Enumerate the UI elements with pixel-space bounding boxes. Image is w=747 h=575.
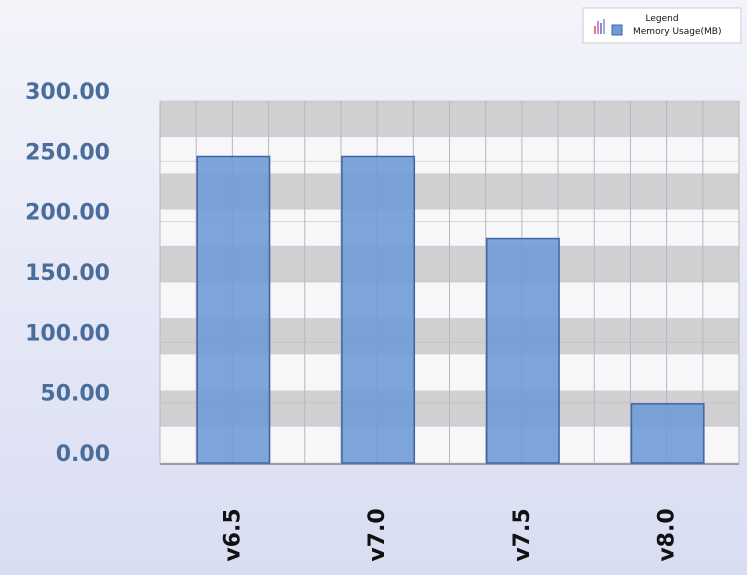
- x-tick-label: v8.0: [655, 508, 680, 561]
- y-tick-label: 150.00: [25, 261, 110, 286]
- y-tick-label: 300.00: [25, 80, 110, 105]
- y-tick-label: 200.00: [25, 201, 110, 226]
- x-tick-label: v7.5: [510, 508, 535, 561]
- bar: [196, 155, 271, 464]
- legend-icon: [603, 19, 605, 34]
- x-tick-label: v6.5: [220, 508, 245, 561]
- legend: Legend Memory Usage(MB): [582, 7, 742, 44]
- y-tick-label: 100.00: [25, 321, 110, 346]
- legend-title: Legend: [645, 14, 678, 24]
- y-tick-label: 50.00: [40, 382, 110, 407]
- legend-swatch: [611, 24, 623, 36]
- y-tick-label: 250.00: [25, 140, 110, 165]
- bar: [630, 403, 705, 464]
- legend-box: [582, 7, 742, 44]
- y-tick-label: 0.00: [56, 442, 110, 467]
- bar: [485, 237, 560, 464]
- legend-icon: [597, 21, 599, 34]
- legend-icon: [594, 26, 596, 34]
- bar: [341, 155, 416, 464]
- x-tick-label: v7.0: [365, 508, 390, 561]
- legend-label: Memory Usage(MB): [633, 27, 721, 37]
- legend-icon: [600, 23, 602, 34]
